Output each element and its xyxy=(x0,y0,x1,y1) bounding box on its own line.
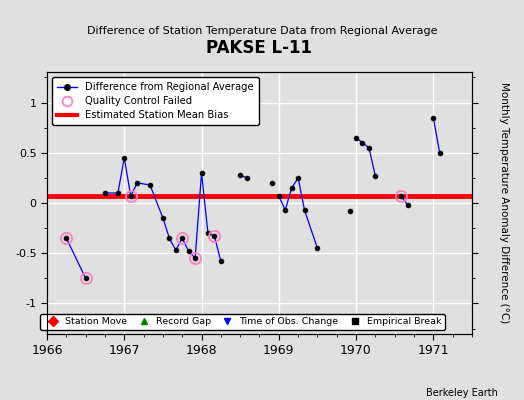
Title: PAKSE L-11: PAKSE L-11 xyxy=(206,39,312,57)
Text: Difference of Station Temperature Data from Regional Average: Difference of Station Temperature Data f… xyxy=(87,26,437,36)
Legend: Station Move, Record Gap, Time of Obs. Change, Empirical Break: Station Move, Record Gap, Time of Obs. C… xyxy=(40,314,445,330)
Y-axis label: Monthly Temperature Anomaly Difference (°C): Monthly Temperature Anomaly Difference (… xyxy=(499,82,509,324)
Text: Berkeley Earth: Berkeley Earth xyxy=(426,388,498,398)
